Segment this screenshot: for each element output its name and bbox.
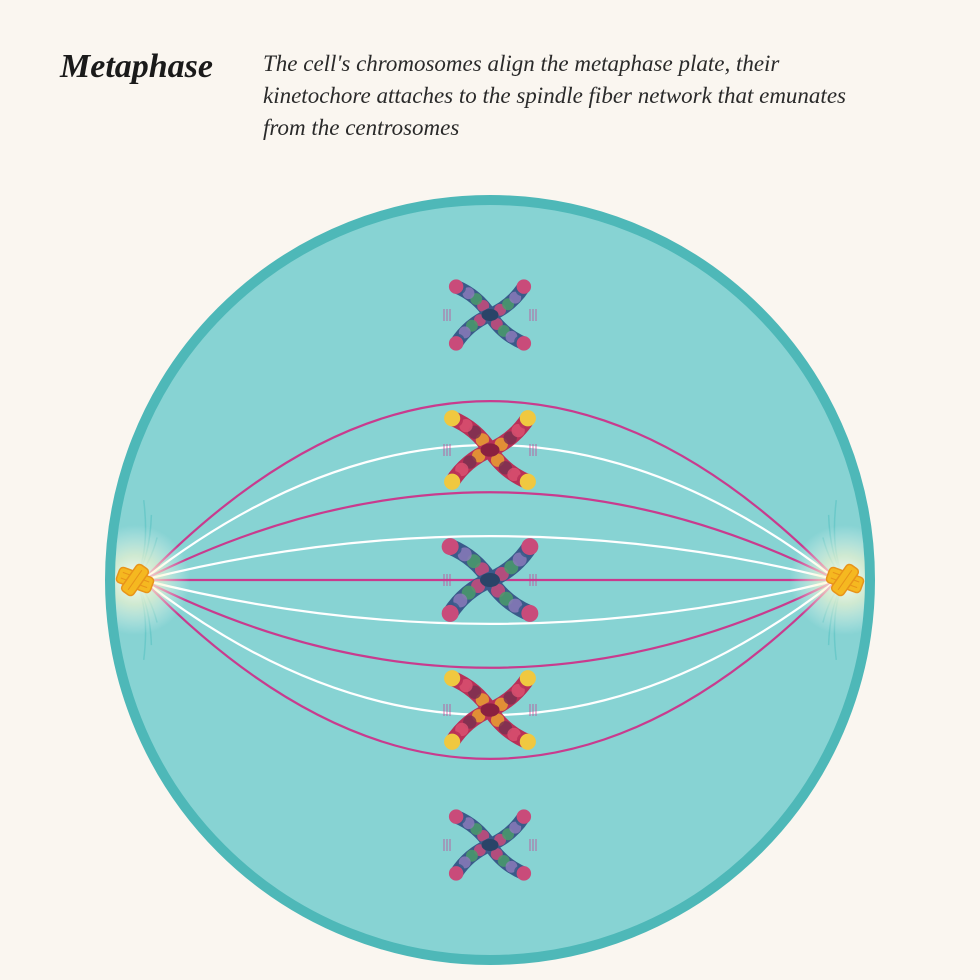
description-text: The cell's chromosomes align the metapha… <box>263 48 883 145</box>
cell-diagram <box>90 190 890 970</box>
page-title: Metaphase <box>60 48 213 86</box>
